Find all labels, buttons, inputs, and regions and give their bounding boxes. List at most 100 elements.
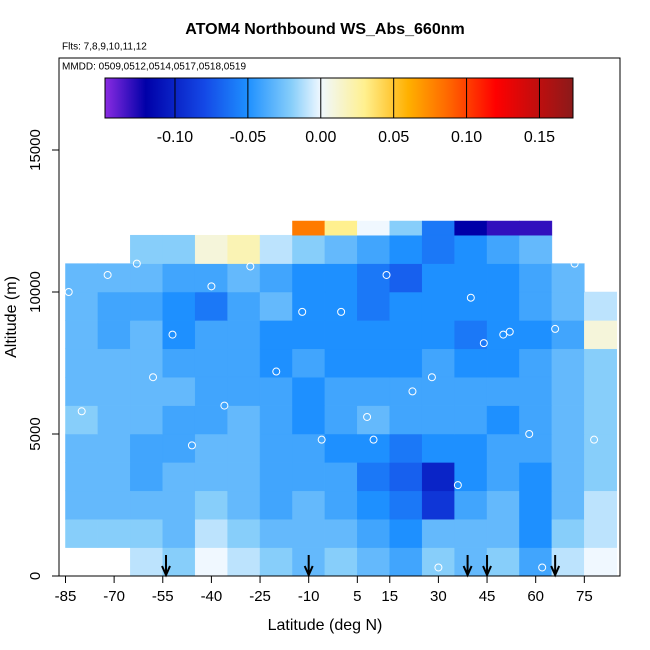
heat-cell [324,263,358,293]
sample-point [298,307,307,316]
y-tick-label: 15000 [27,129,44,171]
heat-cell [551,433,585,463]
heat-cell [389,348,423,378]
heat-cell [519,220,553,236]
arrow [550,555,561,578]
heat-cell [454,433,488,463]
heat-cell [162,320,196,350]
heat-cell [194,518,228,548]
heat-cell [292,490,326,520]
sample-point [317,435,326,444]
heat-cell [551,518,585,548]
heat-cell [551,291,585,321]
heat-cell [97,462,131,492]
heat-cell [130,348,164,378]
heat-cell [357,320,391,350]
heat-cell [324,220,358,236]
heat-cell [421,547,455,577]
heat-cell [194,320,228,350]
heat-cell [194,490,228,520]
heat-cell [357,348,391,378]
heat-cell [292,462,326,492]
heat-cell [519,490,553,520]
heat-cell [421,320,455,350]
heat-cell [421,518,455,548]
heat-cell [389,433,423,463]
x-tick-label: 15 [381,588,398,605]
heat-cell [65,291,99,321]
heat-cell [519,291,553,321]
heat-cell [97,263,131,293]
heat-cell [162,291,196,321]
heat-cell [292,291,326,321]
heat-cell [162,518,196,548]
heat-cell [97,320,131,350]
heat-cell [389,462,423,492]
heat-cell [259,291,293,321]
sample-point [246,262,255,271]
sample-point [64,288,73,297]
x-tick-label: 75 [576,588,593,605]
heat-cell [454,405,488,435]
sample-point [453,481,462,490]
sample-point [337,307,346,316]
heat-cell [259,547,293,577]
sample-point [466,293,475,302]
heat-cell [551,490,585,520]
heat-cell [454,320,488,350]
heat-cell [454,291,488,321]
sample-point [77,407,86,416]
heat-cell [454,348,488,378]
heat-cell [194,291,228,321]
heat-cell [194,376,228,406]
y-axis-label: Altitude (m) [3,276,20,358]
heat-cell [194,348,228,378]
heat-cell [65,518,99,548]
heat-cell [421,376,455,406]
sample-point [220,401,229,410]
heat-cell [97,490,131,520]
heat-cell [324,320,358,350]
heat-cell [584,405,618,435]
heat-cell [421,234,455,264]
heat-cell [421,291,455,321]
heat-cell [162,376,196,406]
sample-point [408,387,417,396]
y-tick-label: 10000 [27,271,44,313]
heat-cell [486,220,520,236]
heat-cell [97,376,131,406]
heat-cell [584,320,618,350]
heat-cell [130,405,164,435]
subtitle: Flts: 7,8,9,10,11,12 [62,42,147,53]
heatmap [65,220,618,577]
heat-cell [389,234,423,264]
heat-cell [259,433,293,463]
sample-point [499,330,508,339]
heat-cell [486,291,520,321]
heat-cell [65,433,99,463]
heat-cell [162,490,196,520]
heat-cell [324,490,358,520]
x-tick-label: 45 [479,588,496,605]
heat-cell [162,405,196,435]
heat-cell [227,405,261,435]
y-tick-label: 5000 [27,417,44,450]
heat-cell [551,462,585,492]
heat-cell [486,234,520,264]
heat-cell [519,462,553,492]
heat-cell [65,320,99,350]
heat-cell [389,547,423,577]
overlay [64,259,599,578]
heat-cell [421,490,455,520]
sample-point [434,563,443,572]
heat-cell [519,348,553,378]
heat-cell [454,490,488,520]
arrow [482,555,492,578]
x-tick-label: -70 [103,588,125,605]
sample-point [570,259,579,268]
heat-cell [421,433,455,463]
heat-cell [324,291,358,321]
colorbar-tick-label: 0.15 [524,129,555,146]
heat-cell [389,490,423,520]
